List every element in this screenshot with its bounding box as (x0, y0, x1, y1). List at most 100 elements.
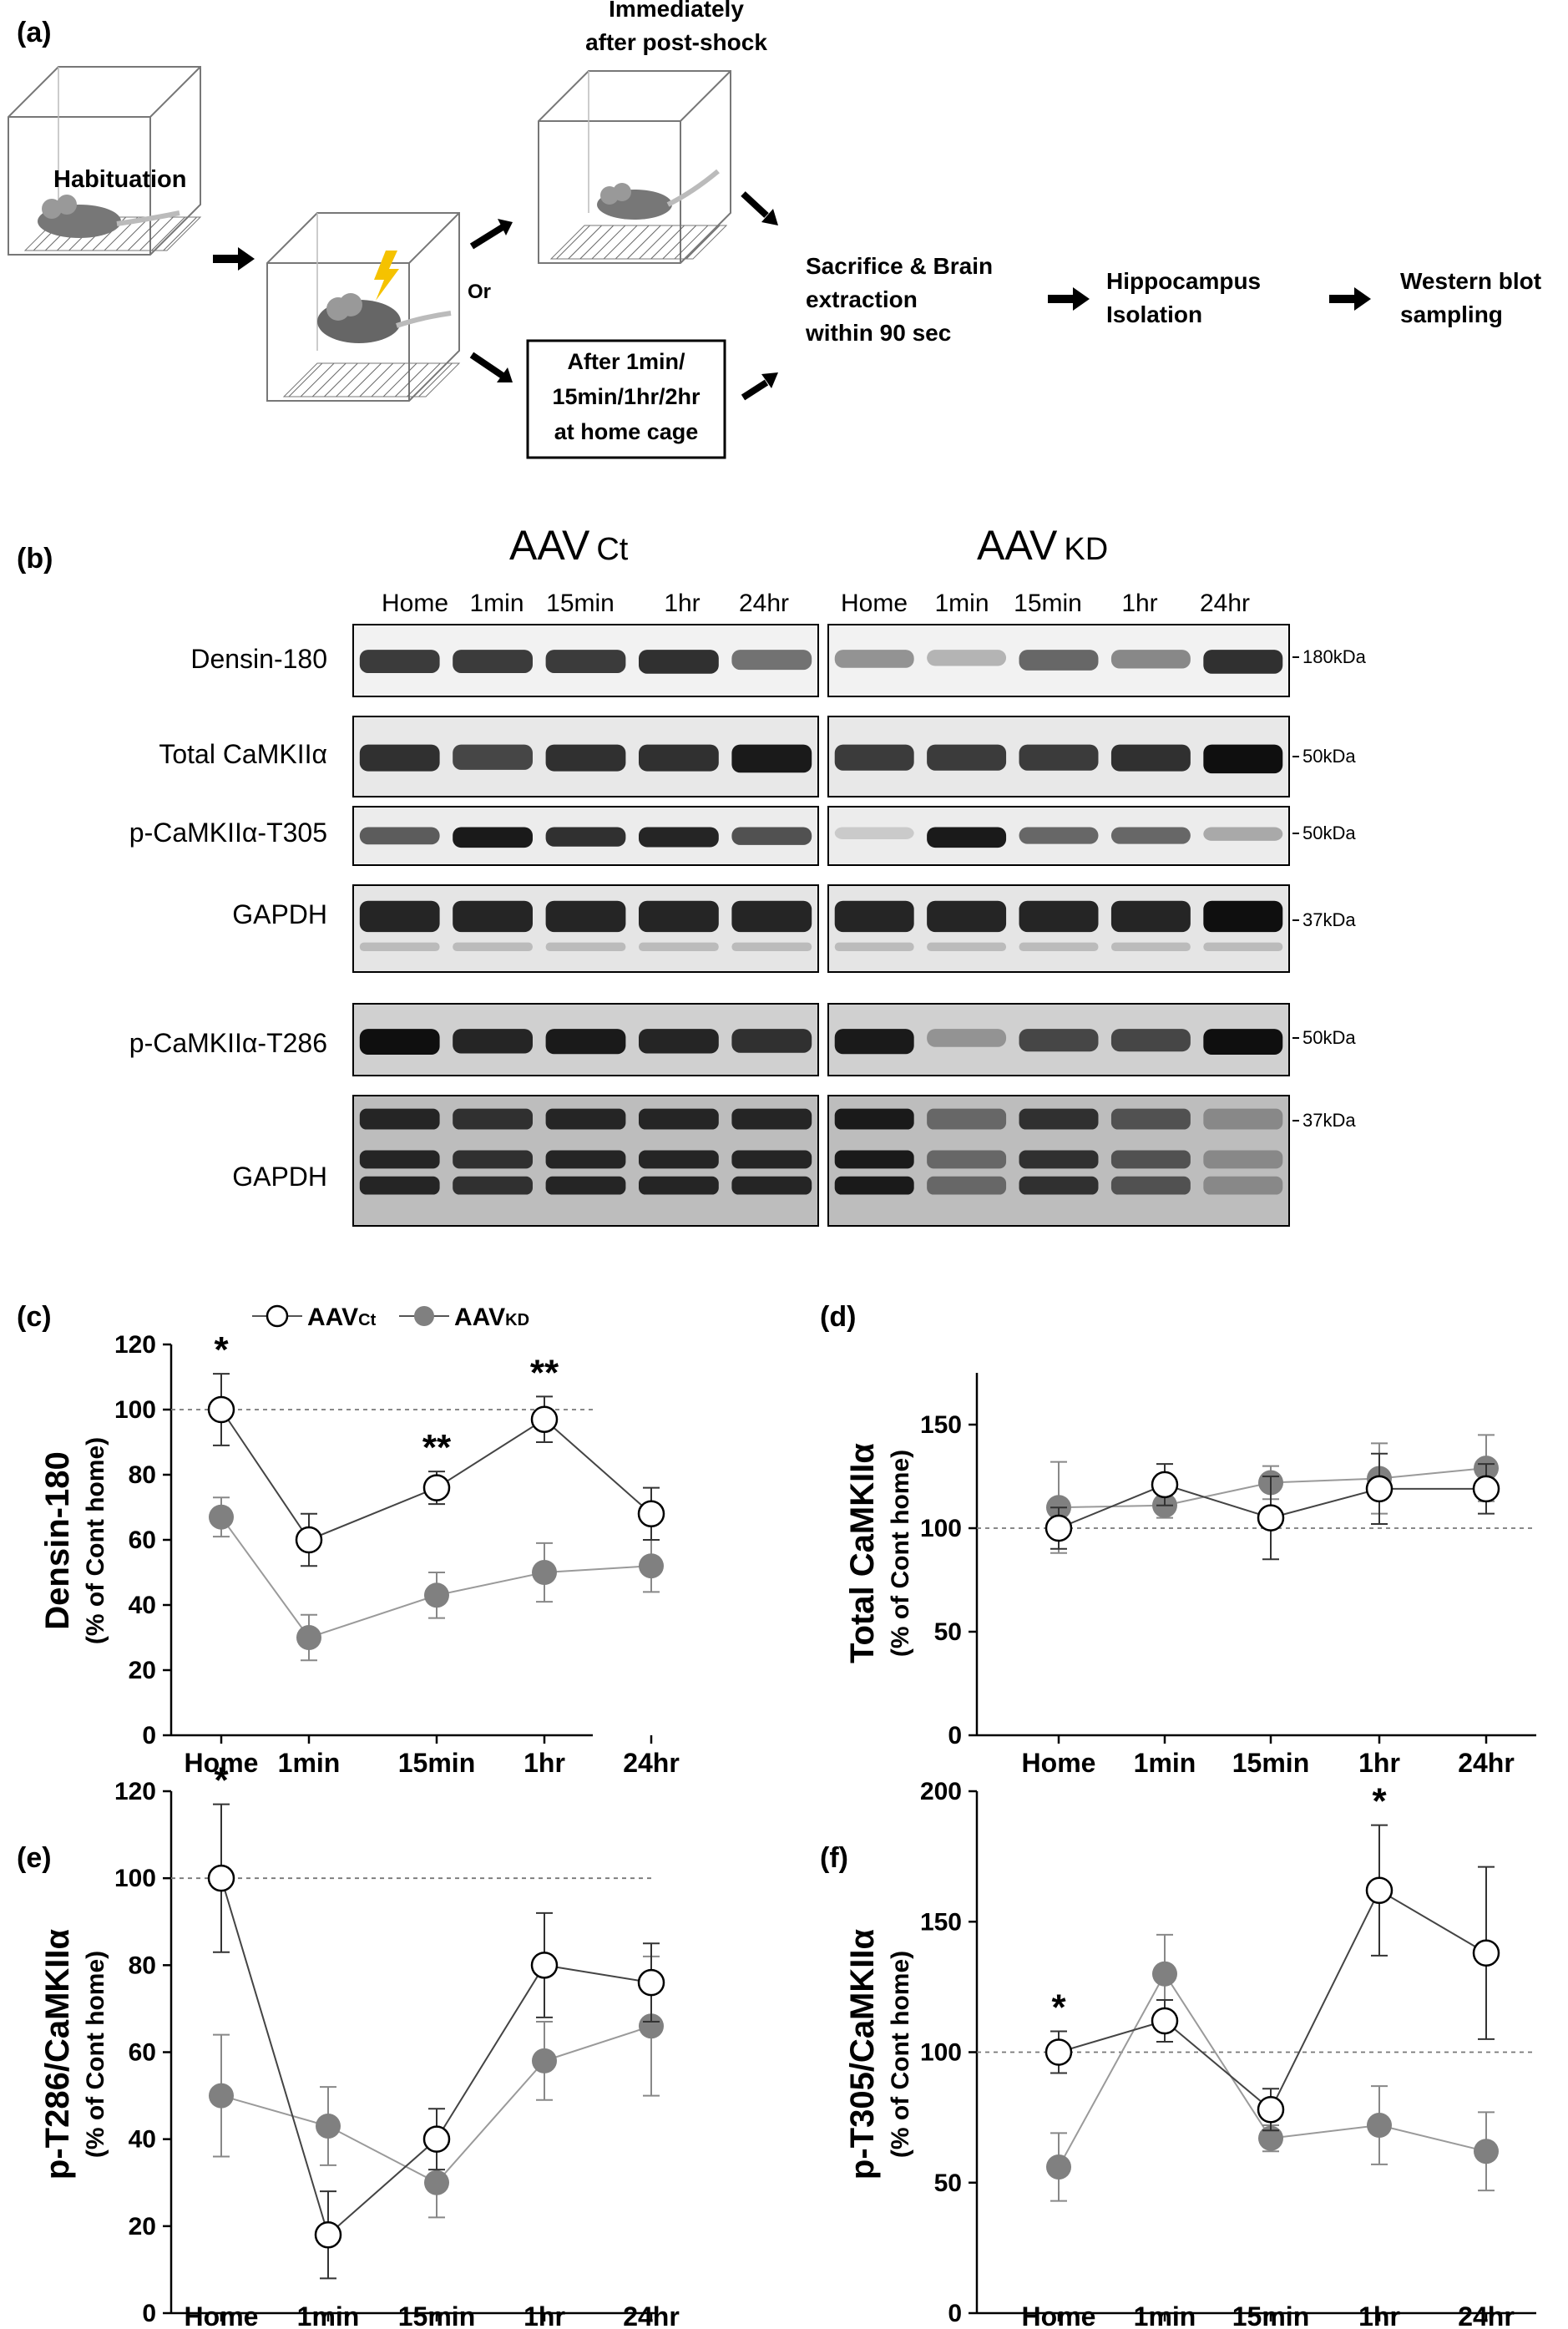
blot-row-label: p-CaMKIIα-T286 (129, 1028, 327, 1058)
series-kd (209, 1496, 664, 1662)
y-tick-label: 100 (114, 1865, 156, 1892)
blot-band (545, 744, 626, 772)
y-tick-label: 20 (129, 1657, 156, 1684)
y-tick-label: 0 (948, 2300, 962, 2327)
series-ct (207, 1803, 665, 2280)
series-ct (1044, 1452, 1500, 1561)
y-tick-label: 120 (114, 1778, 156, 1805)
blot-row: Total CaMKIIα 50kDa (159, 716, 1356, 797)
marker-label: 50kDa (1302, 1027, 1356, 1048)
blot-band (1110, 900, 1191, 933)
data-point (1046, 2154, 1071, 2180)
data-point (422, 1474, 451, 1501)
western-line1: Western blot (1400, 268, 1541, 294)
foot-shock-cage (266, 212, 461, 402)
y-tick-label: 60 (129, 2039, 156, 2067)
arrow-up-right-icon (469, 219, 513, 250)
blot-band (1203, 1108, 1283, 1130)
blot-band (1110, 1150, 1191, 1169)
data-point (209, 1504, 234, 1530)
blot-band (545, 1029, 626, 1055)
x-tick-label: 1min (1134, 1748, 1196, 1778)
blot-panel-ct (352, 1003, 819, 1076)
y-tick-label: 100 (920, 1515, 962, 1542)
blot-band (1110, 744, 1191, 772)
series-line (1058, 1889, 1487, 2111)
lane-labels: Home Home 1min 1min 15min 15min 1hr 1hr 24hr 24hr (382, 590, 1250, 617)
svg-text:AAVKD: AAVKD (454, 1304, 529, 1331)
blot-band (359, 1150, 440, 1169)
blot-row-label: GAPDH (232, 899, 327, 929)
blot-row-label: Total CaMKIIα (159, 739, 327, 769)
blot-band (834, 1029, 914, 1055)
data-point (1474, 2139, 1499, 2164)
y-tick-label: 120 (114, 1331, 156, 1359)
blot-band (1110, 1176, 1191, 1195)
data-point (1044, 2038, 1073, 2066)
data-point (530, 1952, 559, 1979)
blot-band (834, 900, 914, 933)
lane-label: 1min (469, 590, 524, 617)
y-axis-label: p-T305/CaMKIIα (844, 1928, 881, 2180)
home-cage-box (526, 339, 726, 459)
blot-band (1110, 1108, 1191, 1130)
data-point (422, 2125, 451, 2153)
blot-band (1203, 900, 1283, 933)
blot-band (545, 1108, 626, 1130)
blot-band (1203, 1029, 1283, 1056)
x-tick-label: 24hr (623, 1748, 680, 1778)
lane-label: Home (382, 590, 448, 617)
x-tick-label: 24hr (1458, 2301, 1515, 2329)
blot-band (545, 1176, 626, 1195)
blot-panel-kd (827, 806, 1290, 866)
blot-band (834, 827, 914, 839)
y-tick-label: 100 (920, 2039, 962, 2067)
blot-band-minor (1110, 942, 1191, 952)
y-tick-label: 50 (934, 1618, 962, 1646)
panel-b-label: (b) (17, 543, 53, 575)
y-tick-label: 40 (129, 2126, 156, 2154)
y-tick-label: 150 (920, 1908, 962, 1936)
blot-band (453, 827, 534, 848)
y-tick-label: 200 (920, 1778, 962, 1805)
blot-band (1203, 744, 1283, 774)
blot-band-minor (927, 942, 1007, 952)
data-point (296, 1625, 321, 1650)
chart-e: (e) 0 20 40 60 80 100 120 Home 1min 15min 1hr 24hr p-… (17, 1760, 680, 2329)
data-point (1151, 1471, 1179, 1499)
blot-panel-ct (352, 884, 819, 973)
y-axis-sublabel: (% of Cont home) (887, 1951, 914, 2158)
blot-band (453, 650, 534, 673)
y-axis-sublabel: (% of Cont home) (82, 1437, 109, 1644)
blot-band (359, 900, 440, 933)
marker-label: 37kDa (1302, 1110, 1356, 1131)
habituation-cage (8, 66, 202, 256)
mouse-icon (597, 169, 720, 220)
blot-band (453, 900, 534, 933)
data-point (207, 1864, 235, 1892)
lane-label: 1hr (1121, 590, 1157, 617)
blot-band (1019, 1029, 1099, 1052)
x-tick-label: 24hr (1458, 1748, 1515, 1778)
blot-band-minor (834, 942, 914, 952)
series-kd (1046, 1434, 1499, 1554)
blot-band (927, 744, 1007, 771)
data-point (1258, 2125, 1283, 2151)
blot-band (545, 650, 626, 673)
data-point (1365, 1475, 1393, 1503)
y-axis-label: p-T286/CaMKIIα (39, 1928, 76, 2180)
blot-band (638, 1150, 719, 1169)
y-axis-sublabel: (% of Cont home) (887, 1450, 914, 1657)
x-tick-label: 15min (1232, 2301, 1309, 2329)
blot-band (1203, 827, 1283, 841)
series-ct (1044, 1824, 1500, 2132)
mouse-icon (38, 195, 180, 238)
blot-band (731, 827, 812, 845)
sacrifice-line2: extraction (806, 286, 918, 312)
blot-panel-kd (827, 1003, 1290, 1076)
blot-panel-kd (827, 1095, 1290, 1227)
immediately-line1: Immediately (609, 0, 744, 22)
data-point (424, 1582, 449, 1608)
data-point (1044, 1514, 1073, 1542)
panel-label: (f) (820, 1842, 848, 1874)
